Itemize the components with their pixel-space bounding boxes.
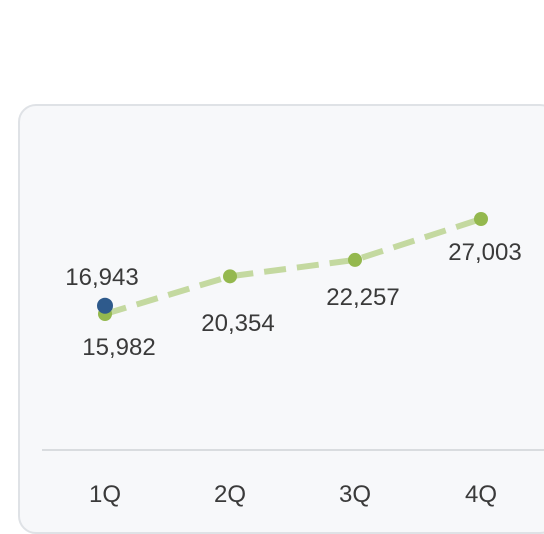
- x-tick-2q: 2Q: [214, 481, 246, 508]
- data-point-4q: [474, 212, 488, 226]
- value-label-1q: 15,982: [82, 334, 155, 361]
- highlight-value-label: 16,943: [65, 264, 138, 291]
- data-point-2q: [223, 269, 237, 283]
- highlight-point-1q: [97, 298, 113, 314]
- line-chart: 1Q 2Q 3Q 4Q 15,982 20,354 22,257 27,003 …: [0, 0, 544, 520]
- data-point-3q: [348, 253, 362, 267]
- x-tick-3q: 3Q: [339, 481, 371, 508]
- value-label-3q: 22,257: [326, 284, 399, 311]
- value-label-2q: 20,354: [201, 310, 274, 337]
- x-tick-4q: 4Q: [465, 481, 497, 508]
- x-tick-1q: 1Q: [89, 481, 121, 508]
- series-line: [105, 219, 481, 314]
- value-label-4q: 27,003: [448, 239, 521, 266]
